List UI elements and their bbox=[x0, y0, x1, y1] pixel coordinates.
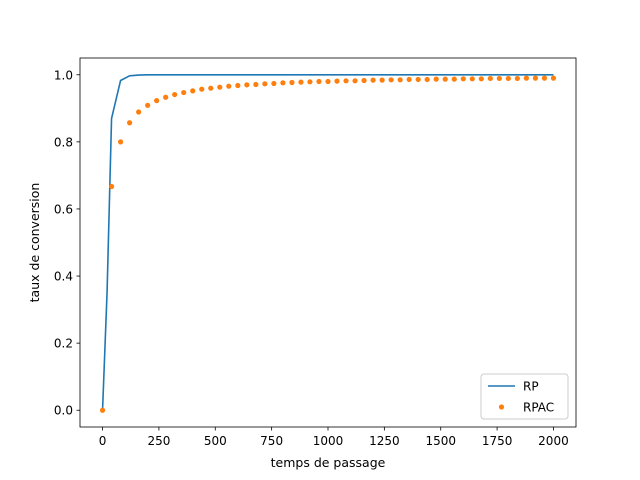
data-point-rpac bbox=[334, 78, 340, 84]
data-point-rpac bbox=[316, 78, 322, 85]
data-point-rpac bbox=[550, 75, 557, 81]
x-axis-label: temps de passage bbox=[271, 455, 386, 470]
y-tick-label: 0.6 bbox=[54, 202, 73, 216]
data-point-rpac bbox=[127, 120, 133, 126]
axes-frame bbox=[79, 57, 577, 428]
data-point-rpac bbox=[397, 77, 403, 83]
data-point-rpac bbox=[406, 76, 412, 83]
data-point-rpac bbox=[478, 76, 484, 82]
x-tick-label: 250 bbox=[147, 434, 170, 448]
x-tick-label: 1000 bbox=[313, 434, 344, 448]
y-tick-label: 0.0 bbox=[54, 404, 73, 418]
data-point-rpac bbox=[199, 86, 205, 92]
data-point-rpac bbox=[145, 102, 151, 108]
data-point-rpac bbox=[325, 78, 331, 85]
x-tick-label: 0 bbox=[99, 434, 107, 448]
data-point-rpac bbox=[352, 78, 358, 84]
data-point-rpac bbox=[190, 88, 196, 94]
data-point-rpac bbox=[298, 79, 304, 85]
x-tick-label: 2000 bbox=[538, 434, 569, 448]
data-point-rpac bbox=[99, 407, 106, 413]
data-point-rpac bbox=[262, 81, 268, 87]
x-tick-label: 500 bbox=[204, 434, 227, 448]
x-tick-label: 1750 bbox=[482, 434, 513, 448]
data-point-rpac bbox=[172, 91, 178, 98]
data-point-rpac bbox=[307, 79, 313, 85]
data-point-rpac bbox=[136, 109, 142, 115]
data-point-rpac bbox=[496, 75, 502, 82]
data-point-rpac bbox=[280, 80, 286, 86]
data-point-rpac bbox=[244, 82, 250, 88]
data-point-rpac bbox=[181, 89, 187, 96]
y-tick-label: 0.4 bbox=[54, 270, 73, 284]
data-point-rpac bbox=[532, 75, 539, 81]
x-axis-ticks: 0 250 500 750 1000 1250 1500 1750 2000 bbox=[99, 427, 569, 448]
y-tick-label: 0.2 bbox=[54, 337, 73, 351]
data-point-rpac bbox=[117, 139, 124, 145]
y-axis-ticks: 0.0 0.2 0.4 0.6 0.8 1.0 bbox=[54, 68, 80, 418]
plot-area bbox=[99, 73, 557, 413]
data-point-rpac bbox=[253, 81, 259, 88]
data-point-rpac bbox=[289, 79, 295, 86]
data-point-rpac bbox=[370, 77, 376, 83]
x-tick-label: 1250 bbox=[369, 434, 400, 448]
y-tick-label: 1.0 bbox=[54, 68, 73, 82]
data-point-rpac bbox=[469, 76, 475, 82]
data-point-rpac bbox=[379, 77, 385, 83]
x-tick-label: 1500 bbox=[425, 434, 456, 448]
x-tick-label: 750 bbox=[260, 434, 283, 448]
y-axis-label: taux de conversion bbox=[27, 183, 42, 303]
data-point-rpac bbox=[343, 78, 349, 84]
legend: RP RPAC bbox=[480, 373, 569, 420]
data-point-rpac bbox=[226, 83, 232, 89]
legend-label: RP bbox=[523, 380, 539, 394]
data-point-rpac bbox=[271, 80, 277, 87]
data-point-rpac bbox=[235, 82, 241, 89]
data-point-rpac bbox=[208, 85, 214, 91]
data-point-rpac bbox=[460, 76, 466, 82]
data-point-rpac bbox=[514, 75, 520, 82]
data-point-rpac bbox=[388, 77, 394, 83]
data-point-rpac bbox=[505, 75, 511, 82]
data-point-rpac bbox=[523, 75, 530, 81]
data-point-rpac bbox=[442, 76, 448, 82]
data-point-rpac bbox=[163, 94, 169, 100]
data-point-rpac bbox=[451, 76, 457, 82]
data-point-rpac bbox=[361, 77, 367, 84]
data-point-rpac bbox=[154, 98, 160, 104]
y-tick-label: 0.8 bbox=[54, 135, 73, 149]
data-point-rpac bbox=[424, 76, 430, 83]
legend-label: RPAC bbox=[523, 401, 554, 415]
legend-dot-swatch bbox=[498, 404, 505, 410]
data-point-rpac bbox=[541, 75, 548, 81]
data-point-rpac bbox=[487, 75, 493, 82]
data-point-rpac bbox=[217, 84, 223, 90]
series-line-rp bbox=[101, 73, 554, 411]
data-point-rpac bbox=[108, 183, 115, 190]
data-point-rpac bbox=[415, 76, 421, 83]
data-point-rpac bbox=[433, 76, 439, 82]
